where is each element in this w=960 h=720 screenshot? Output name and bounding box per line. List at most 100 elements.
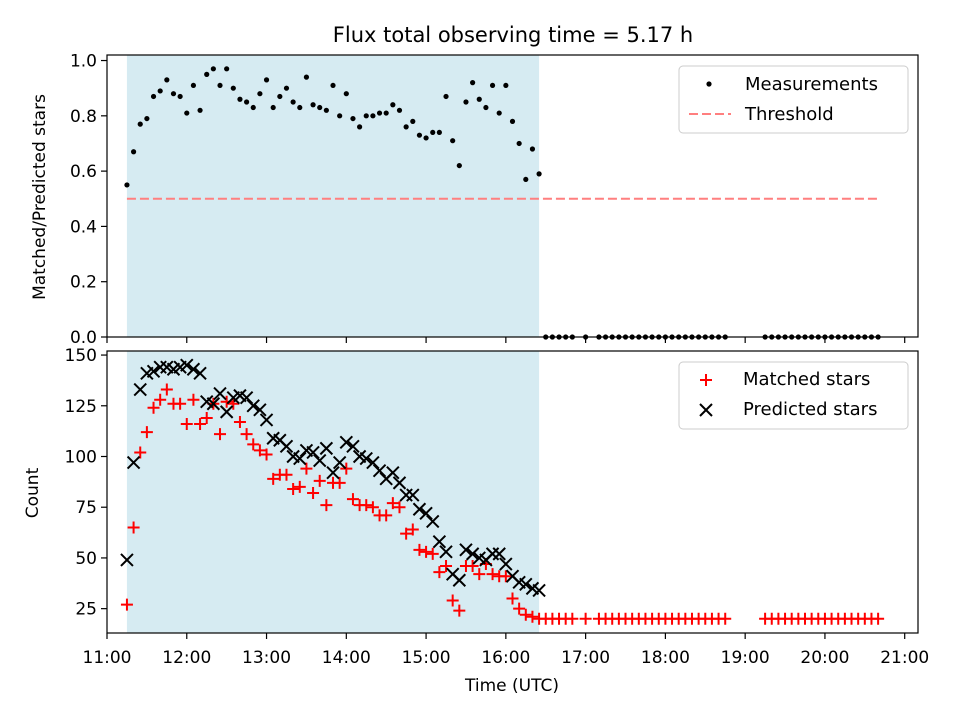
matched-star-point [566,612,579,625]
predicted-star-point [366,455,380,470]
matched-star-point [300,462,313,475]
measurement-point [363,113,369,119]
x-tick-label: 13:00 [242,648,291,668]
measurement-point [263,77,270,83]
measurement-point [130,149,137,155]
x-tick-label: 11:00 [83,648,132,668]
ratio-panel: 0.0 0.2 0.4 0.6 0.8 1.0 Matched/Predicted sta… [30,52,919,348]
count-y-ticks: 25 50 75 100 125 150 [65,346,107,620]
measurement-point [170,91,177,97]
measurement-point [463,99,469,105]
x-tick-label: 20:00 [800,648,849,668]
matched-star-point [872,612,885,625]
predicted-star-point [133,382,147,397]
matched-star-point [579,612,592,625]
matched-star-point [160,383,173,396]
measurement-point [390,102,396,108]
measurement-point [124,182,130,188]
matched-star-point [433,566,446,579]
y-tick-label: 0.2 [70,273,97,293]
predicted-star-point [426,514,440,529]
matched-stars-points [120,383,885,625]
predicted-star-point [326,466,340,480]
y-tick-label: 0.8 [70,107,97,127]
predicted-star-point [146,364,161,378]
measurement-point [396,107,403,113]
x-tick-label: 12:00 [162,648,211,668]
predicted-star-point [452,573,467,587]
measurement-point [536,171,542,177]
predicted-star-point [259,413,274,427]
predicted-star-point [392,476,407,490]
x-tick-label: 15:00 [402,648,451,668]
matched-star-point [147,401,160,414]
x-tick-label: 16:00 [481,648,530,668]
predicted-star-point [306,445,320,460]
y-tick-label: 75 [75,498,97,518]
legend-predicted-label: Predicted stars [743,399,877,420]
measurement-point [230,85,236,91]
matched-star-point [360,499,373,512]
predicted-star-point [339,435,354,450]
legend-matched-marker [700,374,712,386]
measurement-point [217,82,223,89]
predicted-star-point [246,399,260,413]
predicted-star-point [492,547,506,561]
measurement-point [270,104,276,111]
matched-star-point [506,592,519,605]
measurement-point [423,135,429,141]
y-tick-label: 150 [65,346,97,366]
predicted-star-point [499,557,513,571]
predicted-star-point [459,543,473,557]
measurement-point [317,104,323,111]
legend-matched-label: Matched stars [743,369,870,390]
matched-star-point [380,509,393,522]
legend-predicted-marker [699,403,713,417]
predicted-star-point [332,455,347,470]
measurement-point [224,66,230,72]
y-tick-label: 25 [75,600,97,620]
matched-star-point [473,568,486,581]
measurement-point [430,129,436,136]
measurement-point [416,132,423,138]
predicted-star-point [372,463,387,478]
y-tick-label: 1.0 [70,52,97,72]
measurement-point [357,124,363,130]
measurement-point [483,104,489,111]
measurement-point [476,96,482,102]
measurement-point [297,104,303,111]
x-tick-label: 21:00 [880,648,929,668]
y-tick-label: 0.0 [70,328,97,348]
measurement-point [184,110,190,116]
predicted-star-point [386,466,400,480]
measurement-point [496,110,502,116]
predicted-star-point [346,439,360,454]
count-legend-box [678,361,909,430]
predicted-star-point [419,506,433,521]
measurement-point [350,115,356,122]
measurement-point [343,91,349,97]
matched-star-point [280,468,293,481]
matched-star-point [406,523,419,536]
measurement-point [237,96,243,102]
matched-star-point [413,543,426,556]
predicted-star-point [412,502,427,516]
matched-star-point [293,480,306,493]
matched-star-point [346,493,359,506]
predicted-star-point [313,453,327,468]
measurement-point [157,88,163,94]
measurement-point [403,124,409,130]
ratio-legend-box [678,65,909,134]
x-tick-label: 14:00 [322,648,371,668]
matched-star-point [120,598,133,611]
measurement-point [137,121,143,127]
legend-measurements-marker [706,81,712,87]
measurement-point [164,77,170,83]
measurement-point [330,82,336,89]
matched-star-point [513,602,526,615]
matched-star-point [366,501,379,514]
predicted-star-point [186,362,201,376]
y-tick-label: 0.4 [70,217,97,237]
predicted-star-point [432,534,447,549]
predicted-star-point [279,439,294,454]
